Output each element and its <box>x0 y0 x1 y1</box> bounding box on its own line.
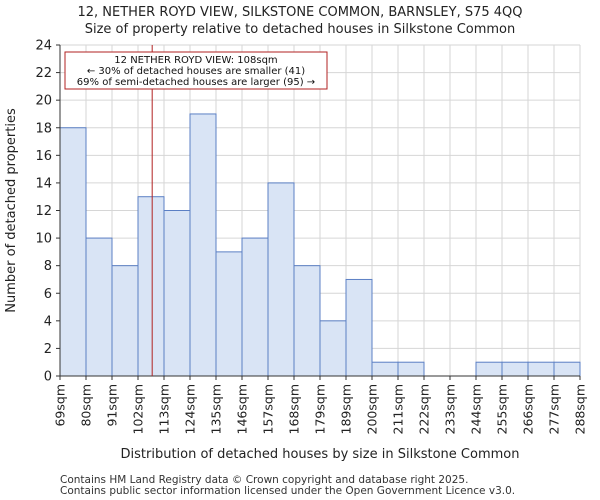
y-tick-label: 14 <box>35 176 52 191</box>
histogram-bar <box>267 182 295 377</box>
x-tick-label: 179sqm <box>313 384 328 434</box>
x-tick-label: 222sqm <box>417 384 432 434</box>
histogram-bar <box>319 320 347 377</box>
y-tick-label: 16 <box>35 149 52 164</box>
y-tick-label: 22 <box>35 66 52 81</box>
y-tick-label: 0 <box>44 370 52 385</box>
histogram-bar <box>111 265 139 377</box>
x-tick-label: 255sqm <box>495 384 510 434</box>
x-tick-label: 157sqm <box>261 384 276 434</box>
histogram-bar <box>59 127 87 377</box>
histogram-bar <box>163 210 191 377</box>
histogram-bar <box>397 361 425 377</box>
histogram-bar <box>527 361 555 377</box>
annotation-box <box>64 51 328 90</box>
x-tick-label: 113sqm <box>157 384 172 434</box>
annotation-larger: 69% of semi-detached houses are larger (… <box>77 77 315 88</box>
annotation-smaller: ← 30% of detached houses are smaller (41… <box>87 66 305 77</box>
histogram-bar <box>215 251 243 377</box>
footer-copyright: Contains HM Land Registry data © Crown c… <box>60 474 469 486</box>
x-tick-label: 91sqm <box>105 384 120 427</box>
y-tick-label: 10 <box>35 232 52 247</box>
y-tick-label: 20 <box>35 94 52 109</box>
x-tick-label: 288sqm <box>573 384 588 434</box>
y-tick-label: 12 <box>35 204 52 219</box>
y-axis-title: Number of detached properties <box>4 108 19 313</box>
x-tick-label: 124sqm <box>183 384 198 434</box>
x-tick-label: 200sqm <box>365 384 380 434</box>
histogram-bar <box>501 361 529 377</box>
x-tick-label: 168sqm <box>287 384 302 434</box>
x-tick-label: 69sqm <box>53 384 68 427</box>
histogram-bar <box>85 237 113 377</box>
x-tick-label: 102sqm <box>131 384 146 434</box>
histogram-bar <box>345 278 373 377</box>
chart-subtitle: Size of property relative to detached ho… <box>84 22 516 37</box>
x-tick-label: 277sqm <box>547 384 562 434</box>
y-tick-label: 24 <box>35 39 52 54</box>
histogram-bar <box>293 265 321 377</box>
y-tick-label: 4 <box>44 314 52 329</box>
histogram-bar <box>241 237 269 377</box>
histogram-bar <box>189 113 217 377</box>
x-axis-title: Distribution of detached houses by size … <box>121 447 520 462</box>
histogram-bar <box>137 196 165 377</box>
y-tick-label: 18 <box>35 121 52 136</box>
x-tick-label: 189sqm <box>339 384 354 434</box>
histogram-bar <box>553 361 581 377</box>
x-tick-label: 135sqm <box>209 384 224 434</box>
y-tick-label: 8 <box>44 259 52 274</box>
x-tick-label: 146sqm <box>235 384 250 434</box>
x-tick-label: 244sqm <box>469 384 484 434</box>
x-tick-label: 233sqm <box>443 384 458 434</box>
y-tick-label: 6 <box>44 287 52 302</box>
x-tick-label: 266sqm <box>521 384 536 434</box>
y-tick-label: 2 <box>44 342 52 357</box>
histogram-bar <box>475 361 503 377</box>
annotation-title: 12 NETHER ROYD VIEW: 108sqm <box>114 55 277 66</box>
chart-title: 12, NETHER ROYD VIEW, SILKSTONE COMMON, … <box>77 5 523 20</box>
histogram-bar <box>371 361 399 377</box>
x-tick-label: 211sqm <box>391 384 406 434</box>
footer-licence: Contains public sector information licen… <box>60 485 516 497</box>
x-tick-label: 80sqm <box>79 384 94 427</box>
